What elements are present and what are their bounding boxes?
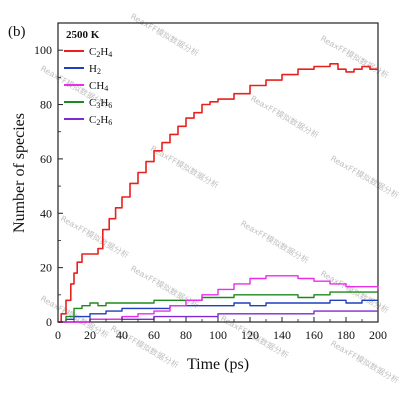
series-line-ch4 — [58, 275, 379, 323]
watermark-text: ReaxFF模拟数据分析 — [329, 338, 400, 385]
y-tick-label: 0 — [46, 315, 52, 329]
x-tick-label: 120 — [241, 328, 259, 342]
legend-label-h2: H2 — [89, 63, 101, 76]
x-tick-label: 20 — [84, 328, 96, 342]
legend: 2500 K C2H4 H2 CH4 C3H6 C2H6 — [64, 29, 112, 127]
x-tick-label: 40 — [116, 328, 128, 342]
x-axis-ticks: 0 20 40 60 80 100 120 140 160 180 200 — [55, 317, 387, 342]
x-tick-label: 80 — [180, 328, 192, 342]
watermark-text: ReaxFF模拟数据分析 — [249, 93, 321, 140]
watermark-text: ReaxFF模拟数据分析 — [239, 218, 311, 265]
y-tick-label: 100 — [34, 43, 52, 57]
watermark-text: ReaxFF模拟数据分析 — [59, 213, 131, 260]
x-tick-label: 0 — [55, 328, 61, 342]
series-line-c3h6 — [58, 291, 378, 323]
legend-title: 2500 K — [66, 29, 100, 41]
series-line-h2 — [58, 299, 378, 323]
watermark-text: ReaxFF模拟数据分析 — [329, 153, 400, 200]
x-tick-label: 200 — [369, 328, 387, 342]
y-axis-label: Number of species — [11, 113, 28, 233]
watermark-text: ReaxFF模拟数据分析 — [129, 11, 201, 58]
watermark-text: ReaxFF模拟数据分析 — [319, 33, 391, 80]
x-tick-label: 160 — [305, 328, 323, 342]
x-tick-label: 140 — [273, 328, 291, 342]
x-tick-label: 60 — [148, 328, 160, 342]
legend-label-c2h4: C2H4 — [89, 46, 112, 59]
y-tick-label: 40 — [40, 206, 52, 220]
panel-label: (b) — [8, 24, 26, 40]
legend-label-c2h6: C2H6 — [89, 114, 112, 127]
x-tick-label: 180 — [337, 328, 355, 342]
y-tick-label: 60 — [40, 152, 52, 166]
legend-label-ch4: CH4 — [89, 80, 108, 93]
series-line-c2h4 — [58, 63, 378, 323]
y-tick-label: 80 — [40, 98, 52, 112]
series-layer — [58, 63, 379, 323]
y-axis-ticks: 0 20 40 60 80 100 — [34, 43, 63, 329]
legend-label-c3h6: C3H6 — [89, 97, 112, 110]
x-tick-label: 100 — [209, 328, 227, 342]
y-tick-label: 20 — [40, 261, 52, 275]
x-axis-label: Time (ps) — [187, 356, 249, 373]
